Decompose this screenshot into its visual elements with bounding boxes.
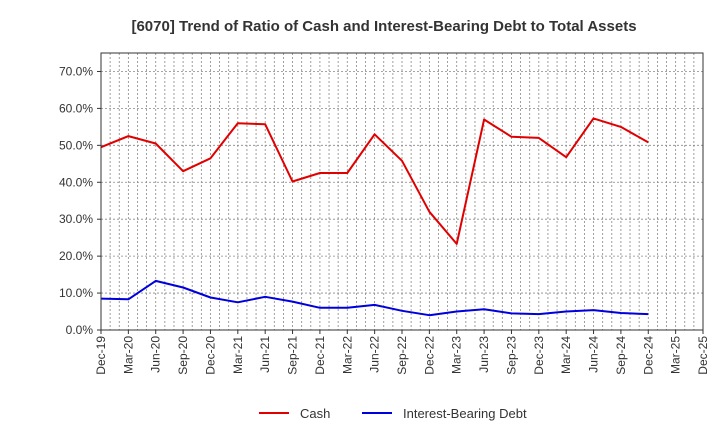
- x-tick-label: Jun-22: [368, 336, 382, 373]
- x-tick-label: Jun-23: [477, 336, 491, 373]
- x-tick-label: Sep-24: [614, 336, 628, 375]
- x-tick-label: Dec-19: [94, 336, 108, 375]
- y-tick-label: 20.0%: [59, 249, 93, 263]
- x-tick-label: Jun-24: [587, 336, 601, 373]
- x-tick-label: Sep-21: [286, 336, 300, 375]
- y-tick-label: 10.0%: [59, 286, 93, 300]
- x-tick-label: Dec-25: [696, 336, 710, 375]
- y-tick-label: 0.0%: [66, 323, 94, 337]
- y-tick-label: 30.0%: [59, 212, 93, 226]
- x-tick-label: Dec-22: [422, 336, 436, 375]
- y-tick-label: 60.0%: [59, 101, 93, 115]
- x-tick-label: Dec-23: [532, 336, 546, 375]
- x-tick-label: Dec-21: [313, 336, 327, 375]
- plot-frame: [100, 52, 704, 331]
- series-lines: [100, 117, 649, 317]
- x-tick-label: Mar-24: [559, 336, 573, 374]
- grid: [100, 53, 704, 331]
- x-tick-label: Mar-20: [121, 336, 135, 374]
- y-tick-label: 70.0%: [59, 64, 93, 78]
- legend-label-cash: Cash: [300, 406, 330, 421]
- x-tick-label: Mar-25: [669, 336, 683, 374]
- legend: Cash Interest-Bearing Debt: [259, 406, 527, 421]
- y-axis: 0.0% 10.0% 20.0% 30.0% 40.0% 50.0% 60.0% 70.0%: [59, 64, 101, 337]
- x-axis: Dec-19 Mar-20 Jun-20 Sep-20 Dec-20 Mar-21 Jun-…: [94, 330, 710, 375]
- series-line-interest-bearing-debt: [100, 279, 649, 317]
- x-tick-label: Sep-20: [176, 336, 190, 375]
- x-tick-label: Dec-20: [203, 336, 217, 375]
- x-tick-label: Jun-21: [258, 336, 272, 373]
- chart-title: [6070] Trend of Ratio of Cash and Intere…: [131, 18, 636, 35]
- legend-label-debt: Interest-Bearing Debt: [403, 406, 527, 421]
- x-tick-label: Mar-22: [340, 336, 354, 374]
- x-tick-label: Sep-23: [504, 336, 518, 375]
- y-tick-label: 40.0%: [59, 175, 93, 189]
- x-tick-label: Sep-22: [395, 336, 409, 375]
- x-tick-label: Jun-20: [149, 336, 163, 373]
- series-line-cash: [100, 117, 649, 245]
- x-tick-label: Mar-23: [450, 336, 464, 374]
- x-tick-label: Mar-21: [231, 336, 245, 374]
- x-tick-label: Dec-24: [641, 336, 655, 375]
- y-tick-label: 50.0%: [59, 138, 93, 152]
